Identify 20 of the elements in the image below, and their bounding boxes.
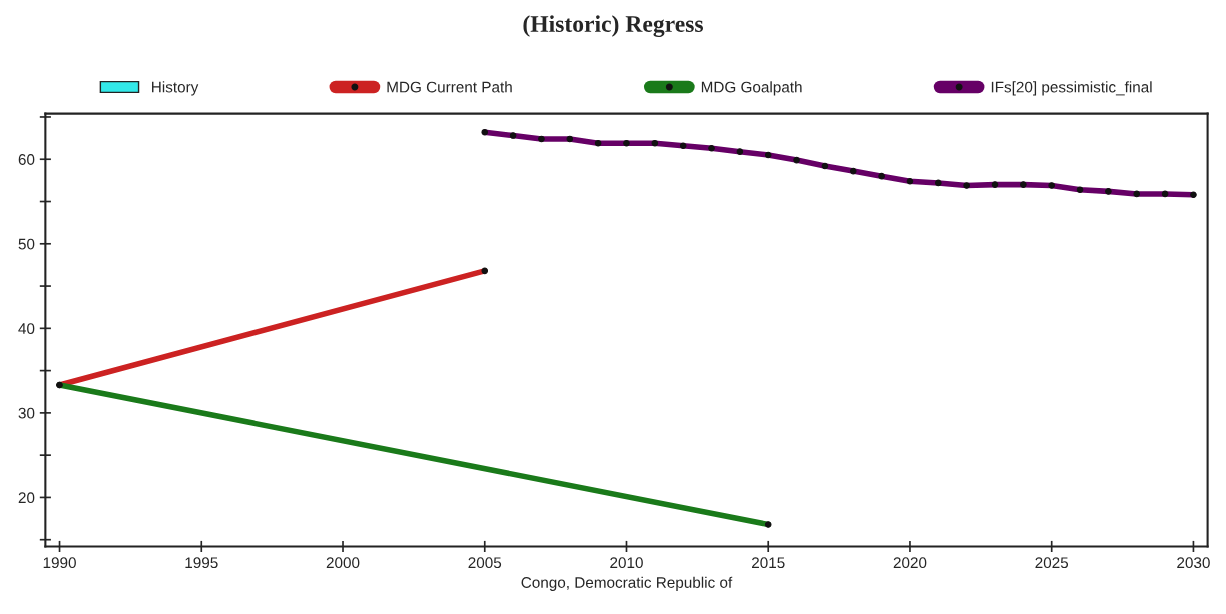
chart-title: (Historic) Regress [523,15,704,37]
y-tick-label: 50 [18,238,35,250]
y-tick-label: 60 [18,154,35,165]
legend-label: History [152,81,199,96]
x-tick-label: 2010 [610,557,643,569]
x-tick-label: 2005 [468,557,502,569]
x-tick-label: 2030 [1177,557,1210,569]
x-tick-label: 2020 [893,557,927,569]
y-tick-label: 20 [18,492,35,504]
y-tick-label: 30 [18,407,35,419]
legend-label: MDG Current Path [387,81,512,93]
x-tick-label: 2025 [1035,557,1069,569]
x-tick-label: 2015 [752,557,785,569]
legend-label: IFs[20] pessimistic_final [991,81,1152,96]
legend-label: MDG Goalpath [701,81,802,96]
x-tick-label: 2000 [326,557,360,569]
y-tick-label: 40 [18,323,35,335]
x-tick-label: 1995 [185,557,218,569]
x-axis-title: Congo, Democratic Republic of [521,576,733,591]
x-tick-label: 1990 [43,557,76,569]
